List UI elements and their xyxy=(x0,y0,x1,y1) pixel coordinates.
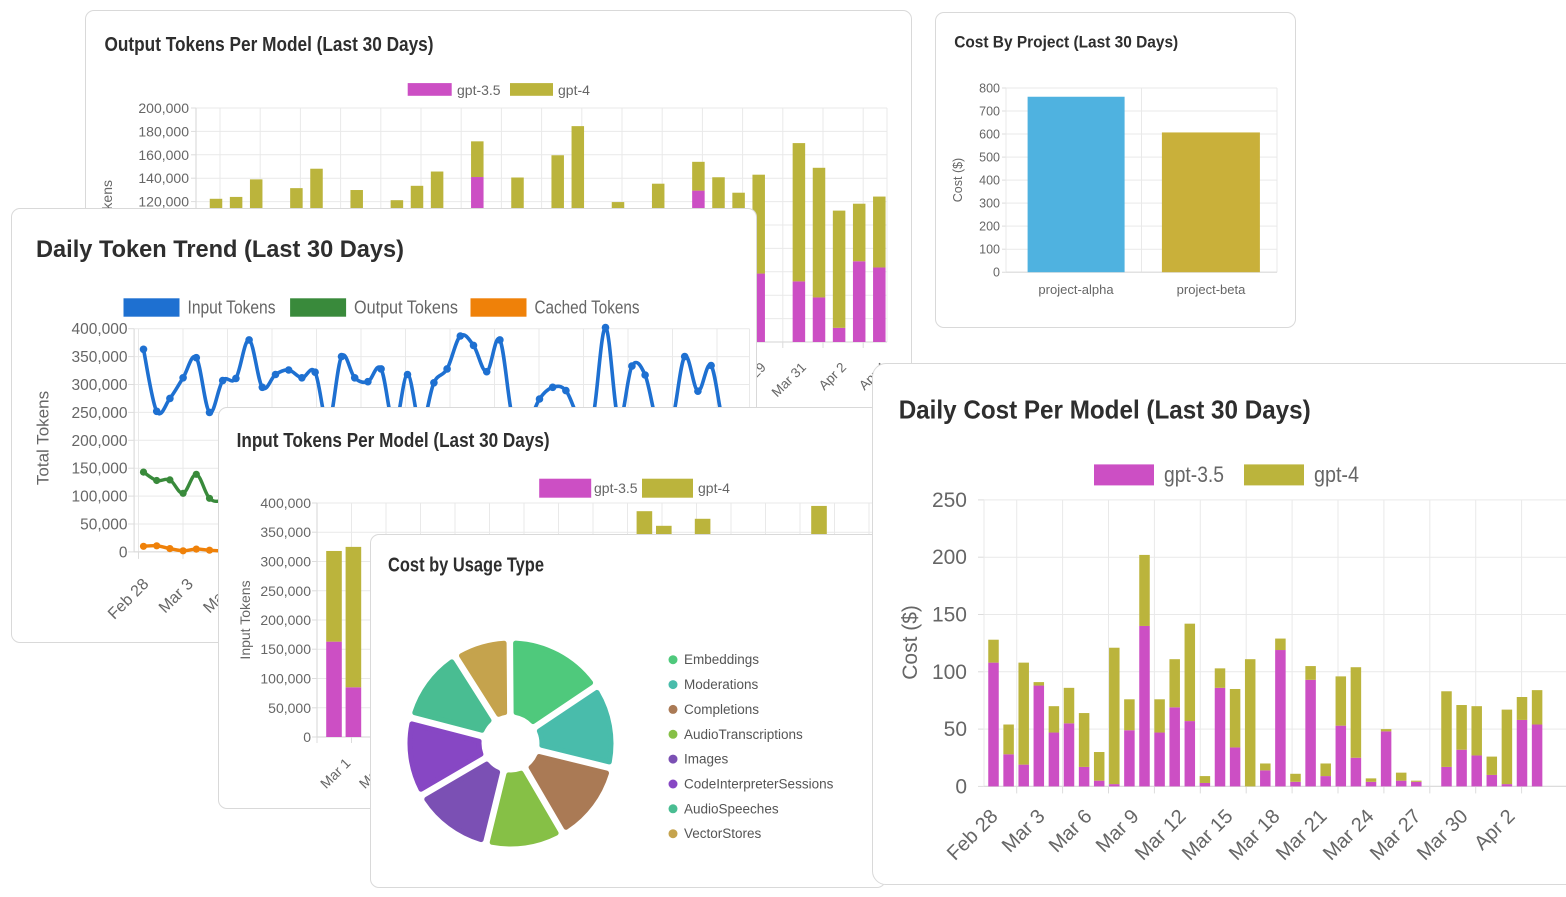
svg-text:0: 0 xyxy=(955,775,967,798)
svg-text:Daily Cost Per Model (Last 30: Daily Cost Per Model (Last 30 Days) xyxy=(899,394,1311,424)
svg-text:AudioTranscriptions: AudioTranscriptions xyxy=(684,727,803,742)
svg-text:gpt-3.5: gpt-3.5 xyxy=(594,480,638,496)
svg-text:250: 250 xyxy=(932,488,967,511)
svg-text:Mar 3: Mar 3 xyxy=(998,805,1050,857)
svg-text:Completions: Completions xyxy=(684,702,759,717)
svg-text:Mar 24: Mar 24 xyxy=(1319,805,1379,865)
svg-text:Input Tokens: Input Tokens xyxy=(237,580,253,659)
svg-text:gpt-4: gpt-4 xyxy=(558,82,590,98)
svg-text:100: 100 xyxy=(932,660,967,683)
svg-text:gpt-3.5: gpt-3.5 xyxy=(1164,461,1224,486)
svg-text:Cost ($): Cost ($) xyxy=(899,605,922,680)
svg-text:Input Tokens: Input Tokens xyxy=(187,298,275,318)
svg-text:300: 300 xyxy=(979,197,1000,211)
svg-text:800: 800 xyxy=(979,82,1000,96)
svg-text:Cost By Project (Last 30 Days): Cost By Project (Last 30 Days) xyxy=(954,33,1178,52)
svg-text:Apr 2: Apr 2 xyxy=(1470,805,1519,854)
svg-text:0: 0 xyxy=(118,544,127,561)
svg-text:400,000: 400,000 xyxy=(260,495,311,511)
svg-text:Feb 28: Feb 28 xyxy=(943,805,1003,865)
svg-text:120,000: 120,000 xyxy=(138,194,189,210)
svg-text:Output Tokens: Output Tokens xyxy=(354,298,458,318)
svg-text:VectorStores: VectorStores xyxy=(684,826,762,841)
svg-text:Total Tokens: Total Tokens xyxy=(33,391,52,485)
svg-text:200: 200 xyxy=(932,546,967,569)
svg-text:180,000: 180,000 xyxy=(138,123,189,139)
svg-text:Cost by Usage Type: Cost by Usage Type xyxy=(388,555,544,577)
svg-text:Output Tokens Per Model (Last: Output Tokens Per Model (Last 30 Days) xyxy=(105,34,434,56)
svg-text:150: 150 xyxy=(932,603,967,626)
svg-text:CodeInterpreterSessions: CodeInterpreterSessions xyxy=(684,777,834,792)
svg-text:AudioSpeeches: AudioSpeeches xyxy=(684,801,779,816)
svg-text:500: 500 xyxy=(979,151,1000,165)
svg-text:100: 100 xyxy=(979,243,1000,257)
svg-text:Mar 6: Mar 6 xyxy=(1045,805,1097,857)
svg-text:Images: Images xyxy=(684,752,729,767)
svg-text:0: 0 xyxy=(993,266,1000,280)
svg-text:50,000: 50,000 xyxy=(268,700,311,716)
svg-text:160,000: 160,000 xyxy=(138,147,189,163)
svg-text:400: 400 xyxy=(979,174,1000,188)
svg-text:Moderations: Moderations xyxy=(684,677,759,692)
svg-text:300,000: 300,000 xyxy=(260,554,311,570)
svg-text:Mar 27: Mar 27 xyxy=(1366,805,1426,865)
svg-text:200,000: 200,000 xyxy=(71,433,127,450)
svg-text:Feb 28: Feb 28 xyxy=(105,576,152,623)
svg-text:0: 0 xyxy=(303,729,311,745)
svg-text:200: 200 xyxy=(979,220,1000,234)
svg-text:50: 50 xyxy=(944,718,967,741)
svg-text:gpt-4: gpt-4 xyxy=(1314,461,1359,486)
svg-text:Mar 21: Mar 21 xyxy=(1272,805,1332,865)
svg-text:gpt-4: gpt-4 xyxy=(698,480,730,496)
svg-text:50,000: 50,000 xyxy=(80,517,128,534)
svg-text:Embeddings: Embeddings xyxy=(684,652,759,667)
svg-text:Cost ($): Cost ($) xyxy=(951,158,965,202)
svg-text:600: 600 xyxy=(979,128,1000,142)
svg-text:Mar 31: Mar 31 xyxy=(769,360,809,400)
svg-text:300,000: 300,000 xyxy=(71,377,127,394)
svg-text:Mar 12: Mar 12 xyxy=(1131,805,1191,865)
svg-text:Cached Tokens: Cached Tokens xyxy=(534,298,639,318)
svg-text:Mar 1: Mar 1 xyxy=(317,755,354,792)
svg-text:200,000: 200,000 xyxy=(260,612,311,628)
svg-text:200,000: 200,000 xyxy=(138,100,189,116)
svg-text:Apr 2: Apr 2 xyxy=(816,360,849,393)
svg-text:350,000: 350,000 xyxy=(71,349,127,366)
svg-text:gpt-3.5: gpt-3.5 xyxy=(457,82,501,98)
svg-text:150,000: 150,000 xyxy=(71,461,127,478)
svg-text:250,000: 250,000 xyxy=(260,583,311,599)
svg-text:100,000: 100,000 xyxy=(71,489,127,506)
svg-text:350,000: 350,000 xyxy=(260,524,311,540)
svg-text:Input Tokens Per Model (Last 3: Input Tokens Per Model (Last 30 Days) xyxy=(237,430,550,452)
svg-text:project-alpha: project-alpha xyxy=(1038,282,1114,297)
svg-text:400,000: 400,000 xyxy=(71,321,127,338)
svg-text:150,000: 150,000 xyxy=(260,641,311,657)
svg-text:Mar 30: Mar 30 xyxy=(1413,805,1473,865)
svg-text:Mar 3: Mar 3 xyxy=(155,576,196,617)
svg-text:Daily Token Trend (Last 30 Day: Daily Token Trend (Last 30 Days) xyxy=(36,236,404,263)
svg-text:140,000: 140,000 xyxy=(138,170,189,186)
svg-text:project-beta: project-beta xyxy=(1177,282,1246,297)
svg-text:250,000: 250,000 xyxy=(71,405,127,422)
svg-text:Mar 18: Mar 18 xyxy=(1225,805,1285,865)
svg-text:Mar 15: Mar 15 xyxy=(1178,805,1238,865)
svg-text:100,000: 100,000 xyxy=(260,671,311,687)
svg-text:700: 700 xyxy=(979,105,1000,119)
